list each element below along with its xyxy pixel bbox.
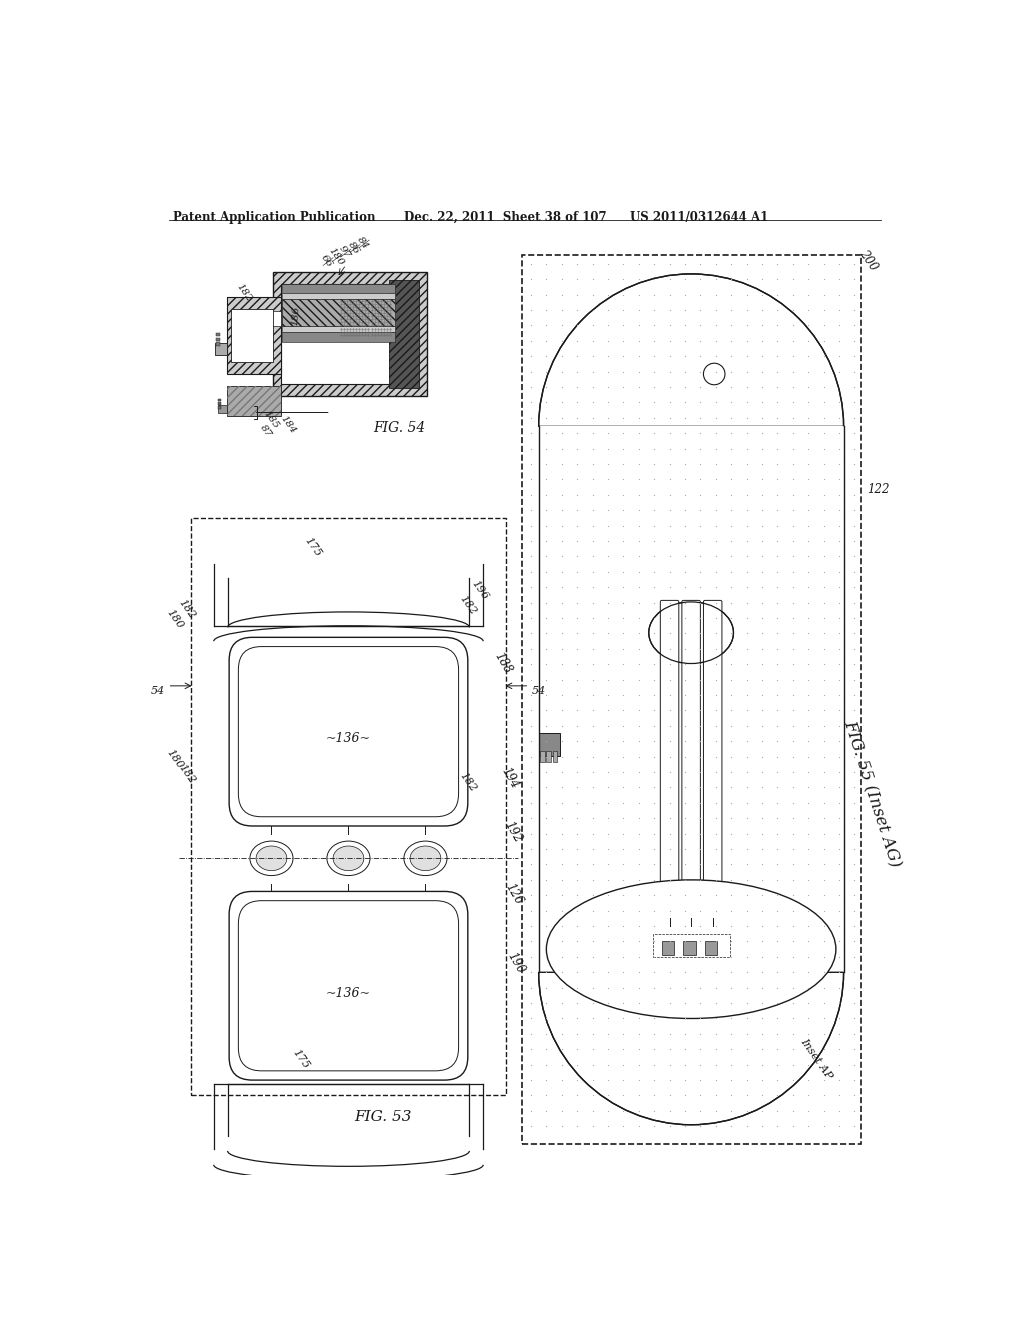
FancyBboxPatch shape bbox=[229, 891, 468, 1080]
Bar bbox=[273, 312, 281, 326]
Bar bbox=[230, 309, 273, 363]
Text: 86: 86 bbox=[346, 240, 361, 256]
Bar bbox=[283, 293, 394, 300]
Bar bbox=[273, 272, 427, 396]
Text: 182: 182 bbox=[176, 597, 197, 620]
Bar bbox=[216, 338, 220, 341]
FancyBboxPatch shape bbox=[239, 647, 459, 817]
Text: 200: 200 bbox=[857, 247, 881, 273]
Wedge shape bbox=[539, 973, 844, 1125]
Text: 84: 84 bbox=[355, 235, 371, 251]
Text: Dec. 22, 2011  Sheet 38 of 107: Dec. 22, 2011 Sheet 38 of 107 bbox=[403, 211, 606, 224]
Bar bbox=[553, 751, 557, 762]
Ellipse shape bbox=[403, 841, 447, 875]
Bar bbox=[190, 517, 506, 1096]
Text: 180: 180 bbox=[164, 607, 184, 631]
Bar bbox=[217, 405, 226, 412]
Bar bbox=[226, 297, 281, 374]
Text: 126: 126 bbox=[503, 880, 525, 907]
Text: 185: 185 bbox=[262, 409, 281, 430]
Text: FIG. 53: FIG. 53 bbox=[354, 1110, 412, 1123]
Bar bbox=[218, 399, 221, 401]
Text: 186: 186 bbox=[291, 306, 301, 326]
Text: 180: 180 bbox=[164, 747, 184, 771]
Bar bbox=[283, 300, 394, 326]
Bar bbox=[541, 751, 545, 762]
Bar bbox=[283, 333, 394, 342]
Bar bbox=[216, 333, 220, 337]
Text: 97: 97 bbox=[337, 244, 352, 260]
FancyBboxPatch shape bbox=[703, 601, 722, 928]
FancyBboxPatch shape bbox=[229, 638, 468, 826]
Text: 182: 182 bbox=[176, 763, 197, 785]
Ellipse shape bbox=[250, 841, 293, 875]
Bar bbox=[539, 426, 844, 973]
Bar bbox=[216, 342, 220, 346]
Ellipse shape bbox=[410, 846, 441, 871]
Text: 194: 194 bbox=[499, 766, 521, 791]
Circle shape bbox=[703, 363, 725, 385]
Bar bbox=[273, 272, 427, 396]
Bar bbox=[218, 403, 221, 405]
Text: US 2011/0312644 A1: US 2011/0312644 A1 bbox=[630, 211, 768, 224]
Text: 175: 175 bbox=[291, 1047, 311, 1071]
Bar bbox=[283, 300, 394, 326]
Bar bbox=[226, 297, 281, 374]
Bar bbox=[215, 343, 226, 355]
Bar bbox=[683, 941, 695, 956]
Text: 188: 188 bbox=[492, 649, 514, 676]
Text: ~136~: ~136~ bbox=[326, 733, 371, 746]
FancyBboxPatch shape bbox=[239, 900, 459, 1071]
Bar bbox=[388, 280, 419, 388]
Wedge shape bbox=[539, 275, 844, 426]
Text: 66: 66 bbox=[319, 253, 335, 269]
Text: 54: 54 bbox=[531, 686, 546, 697]
Bar bbox=[652, 933, 730, 957]
Text: Inset AP: Inset AP bbox=[799, 1036, 835, 1081]
Text: 182: 182 bbox=[236, 282, 254, 304]
Text: FIG. 55 (Inset AG): FIG. 55 (Inset AG) bbox=[841, 718, 904, 870]
Text: Patent Application Publication: Patent Application Publication bbox=[173, 211, 376, 224]
Bar bbox=[283, 326, 394, 333]
Bar bbox=[388, 280, 419, 388]
Bar bbox=[281, 284, 396, 384]
Bar bbox=[547, 751, 551, 762]
Ellipse shape bbox=[256, 846, 287, 871]
Text: 182: 182 bbox=[458, 771, 478, 793]
Bar bbox=[226, 385, 281, 416]
Bar bbox=[705, 941, 717, 956]
Text: 175: 175 bbox=[302, 535, 323, 558]
Text: 182: 182 bbox=[458, 594, 478, 616]
Bar bbox=[521, 255, 860, 1144]
Text: 122: 122 bbox=[866, 483, 889, 496]
Text: 87: 87 bbox=[258, 422, 272, 440]
Ellipse shape bbox=[649, 602, 733, 664]
Text: 184: 184 bbox=[279, 414, 298, 436]
Bar bbox=[218, 407, 221, 409]
Text: 180: 180 bbox=[327, 247, 345, 268]
Bar bbox=[539, 733, 560, 756]
Text: 192: 192 bbox=[501, 820, 523, 845]
Bar bbox=[662, 941, 674, 956]
Bar bbox=[226, 385, 281, 416]
Text: 190: 190 bbox=[504, 950, 526, 975]
Text: FIG. 54: FIG. 54 bbox=[373, 421, 425, 434]
Ellipse shape bbox=[333, 846, 364, 871]
Bar bbox=[283, 284, 394, 293]
FancyBboxPatch shape bbox=[660, 601, 679, 928]
Text: 54: 54 bbox=[152, 686, 166, 697]
Text: 196: 196 bbox=[469, 578, 489, 601]
Text: ~136~: ~136~ bbox=[326, 986, 371, 999]
Ellipse shape bbox=[327, 841, 370, 875]
FancyBboxPatch shape bbox=[682, 601, 700, 928]
Ellipse shape bbox=[547, 880, 836, 1019]
